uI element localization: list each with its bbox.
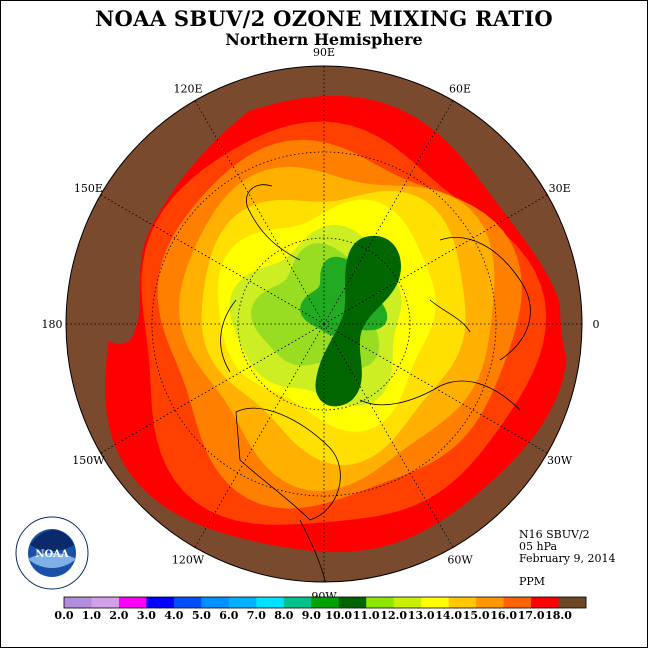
colorbar-tick-label: 14.0 — [435, 609, 462, 622]
meridian — [323, 194, 548, 325]
coastline — [429, 299, 471, 333]
colorbar-outline — [63, 596, 587, 609]
colorbar-tick-label: 16.0 — [490, 609, 517, 622]
coastline — [439, 237, 531, 361]
coastline — [220, 299, 237, 373]
colorbar-segment — [558, 597, 587, 608]
longitude-label: 30E — [549, 182, 571, 195]
colorbar-tick-label: 9.0 — [302, 609, 321, 622]
colorbar-tick-label: 3.0 — [137, 609, 156, 622]
colorbar-segment — [311, 597, 340, 608]
latitude-circle — [237, 237, 411, 411]
colorbar-tick-label: 0.0 — [54, 609, 73, 622]
longitude-label: 120W — [172, 554, 205, 567]
colorbar-tick-label: 15.0 — [463, 609, 490, 622]
colorbar-segment — [146, 597, 175, 608]
colorbar-segment — [228, 597, 257, 608]
longitude-label: 30W — [547, 454, 573, 467]
date-label: February 9, 2014 — [519, 552, 616, 565]
meridian — [194, 100, 325, 325]
colorbar-tick-label: 18.0 — [545, 609, 572, 622]
colorbar-segment — [283, 597, 312, 608]
colorbar-segment — [338, 597, 367, 608]
colorbar-tick-label: 12.0 — [380, 609, 407, 622]
colorbar-segment — [118, 597, 147, 608]
colorbar-tick-label: 10.0 — [325, 609, 352, 622]
colorbar-segment — [256, 597, 285, 608]
meridian — [100, 194, 325, 325]
colorbar-segment — [201, 597, 230, 608]
page-title: NOAA SBUV/2 OZONE MIXING RATIO — [95, 6, 553, 31]
longitude-label: 120E — [173, 82, 202, 95]
meridian — [323, 323, 548, 454]
colorbar-tick-label: 7.0 — [247, 609, 266, 622]
colorbar-segment — [476, 597, 504, 608]
colorbar-tick-label: 17.0 — [518, 609, 545, 622]
colorbar-segment — [393, 597, 422, 608]
coastline — [235, 407, 341, 521]
colorbar-tick-label: 8.0 — [274, 609, 293, 622]
longitude-label: 90E — [313, 46, 335, 59]
colorbar-segment — [91, 597, 120, 608]
longitude-label: 150W — [72, 454, 105, 467]
pressure-level-label: 05 hPa — [519, 540, 558, 553]
colorbar-segment — [421, 597, 450, 608]
longitude-label: 150E — [74, 182, 103, 195]
noaa-logo-name: NOAA — [35, 549, 69, 560]
meridian — [100, 323, 325, 454]
noaa-logo-bird — [30, 530, 74, 551]
colorbar-tick-label: 5.0 — [192, 609, 211, 622]
meridian — [323, 323, 454, 548]
longitude-label: 0 — [593, 318, 600, 331]
colorbar-tick-label: 6.0 — [219, 609, 238, 622]
colorbar-tick-label: 1.0 — [82, 609, 101, 622]
longitude-label: 60W — [447, 554, 473, 567]
contour-core — [315, 235, 401, 407]
colorbar-tick-label: 11.0 — [353, 609, 380, 622]
colorbar-segment — [64, 597, 92, 608]
colorbar-segment — [366, 597, 395, 608]
meridian — [323, 100, 454, 325]
longitude-label: 60E — [449, 82, 471, 95]
instrument-label: N16 SBUV/2 — [519, 528, 590, 541]
colorbar-segment — [503, 597, 532, 608]
colorbar-tick-label: 13.0 — [408, 609, 435, 622]
meridian — [194, 323, 325, 548]
units-label: PPM — [519, 575, 546, 588]
colorbar-segment — [448, 597, 477, 608]
colorbar-segment — [531, 597, 559, 608]
colorbar-tick-label: 4.0 — [164, 609, 183, 622]
colorbar-tick-label: 2.0 — [109, 609, 128, 622]
noaa-logo-wave — [28, 553, 76, 568]
page-subtitle: Northern Hemisphere — [225, 30, 423, 49]
high-ozone-patch — [560, 300, 582, 380]
coastline — [359, 380, 521, 411]
longitude-label: 180 — [42, 318, 63, 331]
colorbar-segment — [173, 597, 202, 608]
